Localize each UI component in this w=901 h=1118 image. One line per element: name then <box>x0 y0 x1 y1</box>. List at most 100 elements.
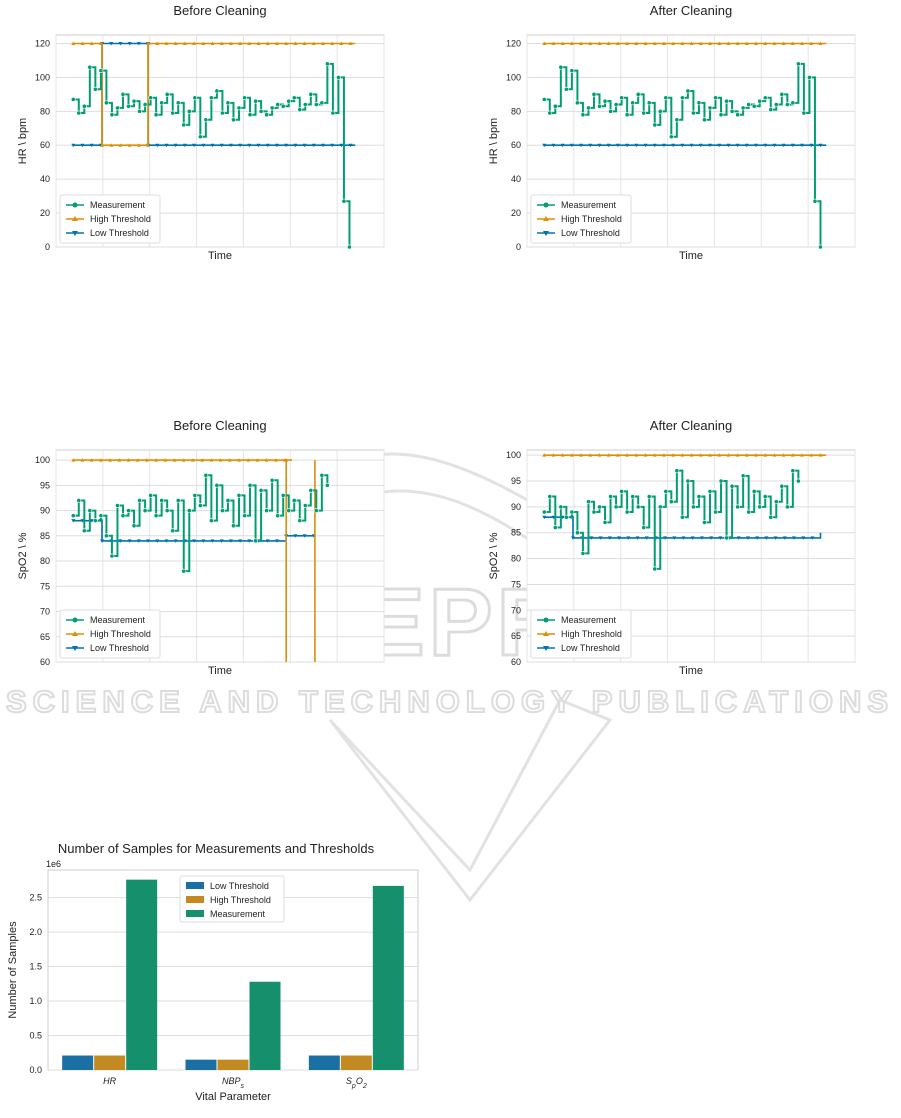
x-axis-label: Time <box>208 250 232 262</box>
measurement-point <box>751 103 757 109</box>
measurement-point <box>630 100 636 106</box>
legend-label: High Threshold <box>210 895 271 905</box>
low-threshold-marker <box>772 143 777 148</box>
measurement-point <box>197 503 203 508</box>
measurement-point <box>258 487 264 493</box>
legend-swatch <box>186 882 204 889</box>
measurement-point <box>547 494 553 499</box>
measurement-point <box>663 95 669 101</box>
y-tick-label: 100 <box>35 72 50 82</box>
measurement-point <box>302 102 308 107</box>
low-threshold-marker <box>155 539 160 543</box>
measurement-point <box>330 110 336 116</box>
high-threshold-marker <box>597 41 602 45</box>
low-threshold-marker <box>293 143 298 148</box>
measurement-point <box>225 100 231 106</box>
measurement-point <box>214 482 220 488</box>
measurement-point <box>674 117 680 123</box>
y-tick-label: 70 <box>40 607 50 617</box>
y-tick-label: 2.0 <box>29 927 42 937</box>
chart-title: After Cleaning <box>650 3 732 18</box>
measurement-point <box>779 91 785 97</box>
y-tick-label: 1.5 <box>29 962 42 972</box>
low-threshold-marker <box>735 143 740 148</box>
measurement-point <box>608 108 613 114</box>
measurement-point <box>773 102 779 107</box>
low-threshold-marker <box>606 143 611 148</box>
high-threshold-marker <box>71 458 76 462</box>
high-threshold-marker <box>89 41 94 45</box>
measurement-point <box>186 108 192 114</box>
measurement-point <box>192 95 198 101</box>
low-threshold-marker <box>569 143 574 148</box>
measurement-point <box>170 528 176 534</box>
measurement-point <box>142 508 148 513</box>
measurement-point <box>552 525 558 530</box>
measurement-point <box>558 64 564 70</box>
high-threshold-marker <box>551 453 556 457</box>
high-threshold-marker <box>236 458 241 462</box>
low-threshold-marker <box>71 519 76 523</box>
high-threshold-marker <box>597 453 602 457</box>
measurement-point <box>92 86 98 92</box>
high-threshold-marker <box>588 41 593 45</box>
high-threshold-marker <box>717 41 722 45</box>
low-threshold-marker <box>321 143 326 148</box>
y-tick-label: 65 <box>511 631 521 641</box>
high-threshold-marker <box>625 41 630 45</box>
low-threshold-marker <box>597 143 602 148</box>
x-axis-label: Time <box>208 665 232 677</box>
high-threshold-marker <box>754 41 759 45</box>
measurement-point <box>319 100 325 106</box>
high-threshold-marker <box>228 41 233 45</box>
legend-box <box>530 609 632 659</box>
low-threshold-marker <box>790 143 795 148</box>
measurement-point <box>641 525 647 530</box>
measurement-point <box>159 100 165 106</box>
measurement-point <box>186 508 192 513</box>
measurement-point <box>757 504 763 510</box>
measurement-point <box>131 523 137 529</box>
measurement-point <box>818 244 823 250</box>
measurement-point <box>336 75 341 80</box>
y-tick-label: 2.5 <box>29 893 42 903</box>
measurement-point <box>170 110 176 116</box>
measurement-point <box>624 509 630 515</box>
measurement-point <box>264 508 270 513</box>
legend-label: Measurement <box>561 615 617 625</box>
measurement-point <box>164 91 170 97</box>
measurement-point <box>718 478 724 484</box>
high-threshold-marker <box>311 41 316 45</box>
high-threshold-marker <box>689 41 694 45</box>
low-threshold-marker <box>192 143 197 148</box>
high-threshold-marker <box>606 41 611 45</box>
measurement-point <box>253 538 258 544</box>
measurement-point <box>558 504 564 510</box>
high-threshold-marker <box>809 453 814 457</box>
legend-label: Low Threshold <box>561 228 620 238</box>
measurement-point <box>691 504 696 510</box>
y-tick-label: 80 <box>40 556 50 566</box>
low-threshold-marker <box>302 143 307 148</box>
high-threshold-marker <box>80 458 85 462</box>
y-tick-label: 80 <box>511 554 521 564</box>
measurement-point <box>280 493 286 498</box>
high-threshold-marker <box>634 453 639 457</box>
x-axis-label: Vital Parameter <box>195 1091 271 1103</box>
y-tick-label: 85 <box>40 531 50 541</box>
measurement-point <box>619 488 625 494</box>
low-threshold-marker <box>560 143 565 148</box>
high-threshold-marker <box>726 41 731 45</box>
high-threshold-marker <box>238 41 243 45</box>
y-tick-label: 75 <box>511 579 521 589</box>
measurement-point <box>790 468 796 474</box>
high-threshold-marker <box>264 458 269 462</box>
measurement-point <box>308 91 314 97</box>
measurement-point <box>291 498 297 503</box>
y-axis-label: Number of Samples <box>7 921 19 1019</box>
high-threshold-marker <box>163 458 168 462</box>
measurement-point <box>324 61 330 67</box>
measurement-point <box>691 110 696 116</box>
legend-label: High Threshold <box>561 629 622 639</box>
y-tick-label: 60 <box>511 657 521 667</box>
